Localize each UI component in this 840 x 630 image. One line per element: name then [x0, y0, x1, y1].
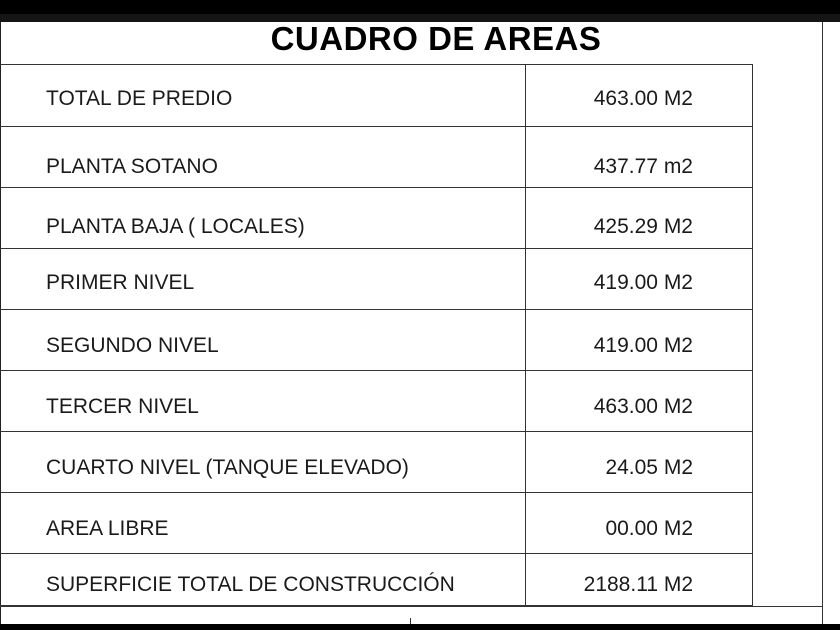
table-row: SUPERFICIE TOTAL DE CONSTRUCCIÓN 2188.11… [0, 554, 753, 606]
row-value: 00.00 M2 [605, 517, 693, 540]
table-row: PLANTA SOTANO 437.77 m2 [0, 127, 753, 188]
row-value: 419.00 M2 [593, 334, 693, 357]
row-label: CUARTO NIVEL (TANQUE ELEVADO) [46, 456, 409, 479]
table-row: CUARTO NIVEL (TANQUE ELEVADO) 24.05 M2 [0, 432, 753, 493]
bottom-frame-line [0, 606, 822, 607]
row-value: 463.00 M2 [593, 87, 693, 110]
row-value: 425.29 M2 [593, 215, 693, 238]
table-row: PLANTA BAJA ( LOCALES) 425.29 M2 [0, 188, 753, 249]
top-frame-band [0, 0, 840, 14]
top-frame-rule [0, 14, 840, 22]
row-label: PLANTA BAJA ( LOCALES) [46, 215, 305, 238]
row-label: SUPERFICIE TOTAL DE CONSTRUCCIÓN [46, 573, 455, 596]
row-value: 24.05 M2 [605, 456, 693, 479]
table-row: TOTAL DE PREDIO 463.00 M2 [0, 65, 753, 127]
row-value: 437.77 m2 [593, 155, 693, 178]
areas-table: TOTAL DE PREDIO 463.00 M2 PLANTA SOTANO … [0, 64, 753, 606]
right-frame-line [822, 22, 823, 627]
table-title: CUADRO DE AREAS [270, 20, 602, 57]
row-label: AREA LIBRE [46, 517, 169, 540]
column-divider [525, 64, 526, 606]
row-value: 419.00 M2 [593, 271, 693, 294]
row-label: PRIMER NIVEL [46, 271, 195, 294]
table-row: AREA LIBRE 00.00 M2 [0, 493, 753, 554]
table-row: SEGUNDO NIVEL 419.00 M2 [0, 310, 753, 371]
bottom-frame-band [0, 624, 840, 630]
row-label: SEGUNDO NIVEL [46, 334, 219, 357]
row-value: 2188.11 M2 [583, 573, 693, 596]
table-row: TERCER NIVEL 463.00 M2 [0, 371, 753, 432]
left-frame-line [0, 22, 1, 627]
row-label: TOTAL DE PREDIO [46, 87, 233, 110]
row-label: PLANTA SOTANO [46, 155, 218, 178]
row-label: TERCER NIVEL [46, 395, 199, 418]
row-value: 463.00 M2 [593, 395, 693, 418]
table-row: PRIMER NIVEL 419.00 M2 [0, 249, 753, 310]
bottom-tick-mark [410, 618, 411, 626]
